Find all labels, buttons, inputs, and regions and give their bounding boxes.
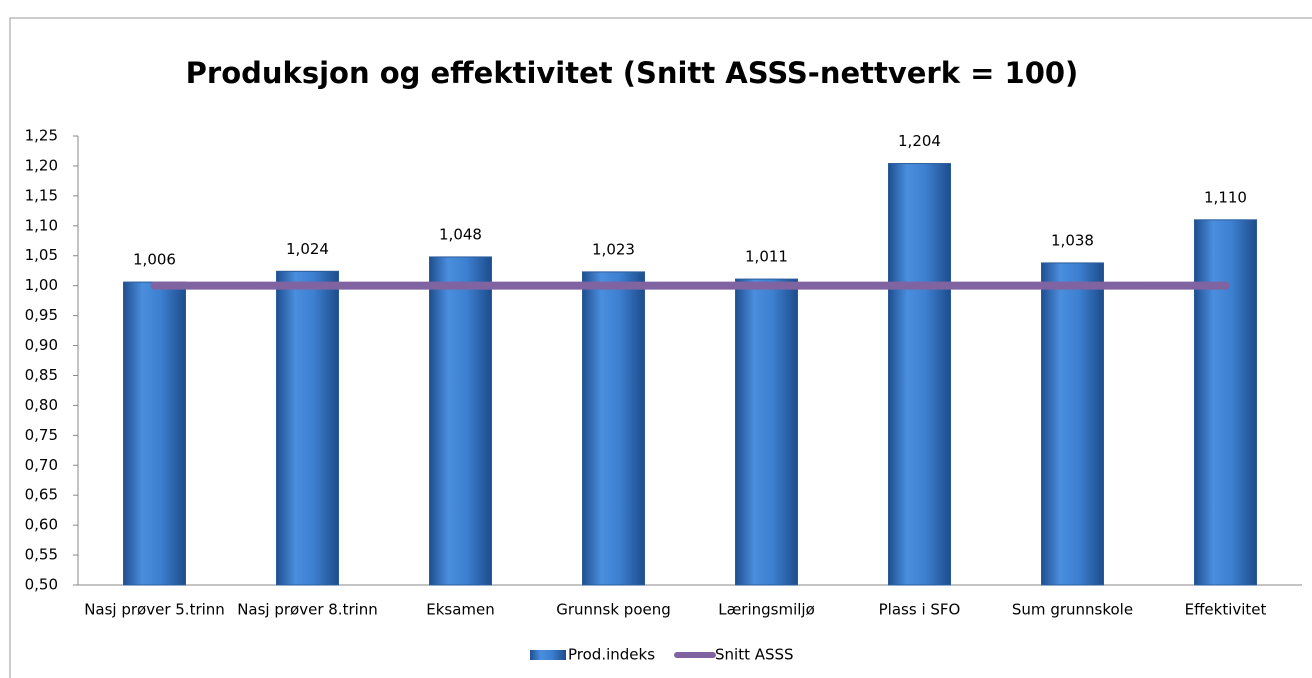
legend-label: Snitt ASSS (715, 646, 794, 664)
x-tick-label: Effektivitet (1185, 601, 1267, 619)
y-tick-label: 0,75 (25, 426, 58, 444)
bar (888, 163, 951, 586)
y-tick-label: 0,90 (25, 336, 58, 354)
bar (429, 256, 492, 586)
y-tick-label: 1,05 (25, 246, 58, 264)
y-tick-label: 1,15 (25, 186, 58, 204)
legend-swatch (530, 650, 566, 660)
x-tick-label: Sum grunnskole (1012, 601, 1133, 619)
y-tick-label: 0,95 (25, 306, 58, 324)
y-tick-label: 1,00 (25, 276, 58, 294)
y-tick-label: 1,20 (25, 156, 58, 174)
bar (1041, 262, 1104, 586)
x-tick-label: Nasj prøver 8.trinn (237, 601, 378, 619)
bar (735, 278, 798, 586)
y-tick-label: 0,85 (25, 366, 58, 384)
y-tick-label: 0,80 (25, 396, 58, 414)
data-label: 1,048 (439, 225, 482, 243)
x-tick-label: Plass i SFO (879, 601, 961, 619)
data-label: 1,011 (745, 248, 788, 266)
data-label: 1,110 (1204, 188, 1247, 206)
chart-border (9, 17, 1312, 678)
x-tick-label: Nasj prøver 5.trinn (84, 601, 225, 619)
bar (276, 270, 339, 586)
y-tick-label: 0,65 (25, 486, 58, 504)
y-tick-label: 0,70 (25, 456, 58, 474)
y-tick-label: 0,55 (25, 546, 58, 564)
data-label: 1,023 (592, 240, 635, 258)
data-label: 1,024 (286, 240, 329, 258)
y-tick-label: 1,10 (25, 216, 58, 234)
x-tick-label: Eksamen (426, 601, 495, 619)
y-tick-label: 1,25 (25, 127, 58, 145)
bar (1194, 219, 1257, 586)
y-tick-label: 0,60 (25, 516, 58, 534)
legend-label: Prod.indeks (568, 646, 655, 664)
data-label: 1,038 (1051, 231, 1094, 249)
x-tick-label: Grunnsk poeng (556, 601, 671, 619)
chart-title: Produksjon og effektivitet (Snitt ASSS-n… (186, 56, 1079, 90)
x-tick-label: Læringsmiljø (718, 601, 815, 619)
data-label: 1,204 (898, 132, 941, 150)
bar (582, 271, 645, 586)
y-tick-label: 0,50 (25, 576, 58, 594)
data-label: 1,006 (133, 251, 176, 269)
bar (123, 281, 186, 586)
